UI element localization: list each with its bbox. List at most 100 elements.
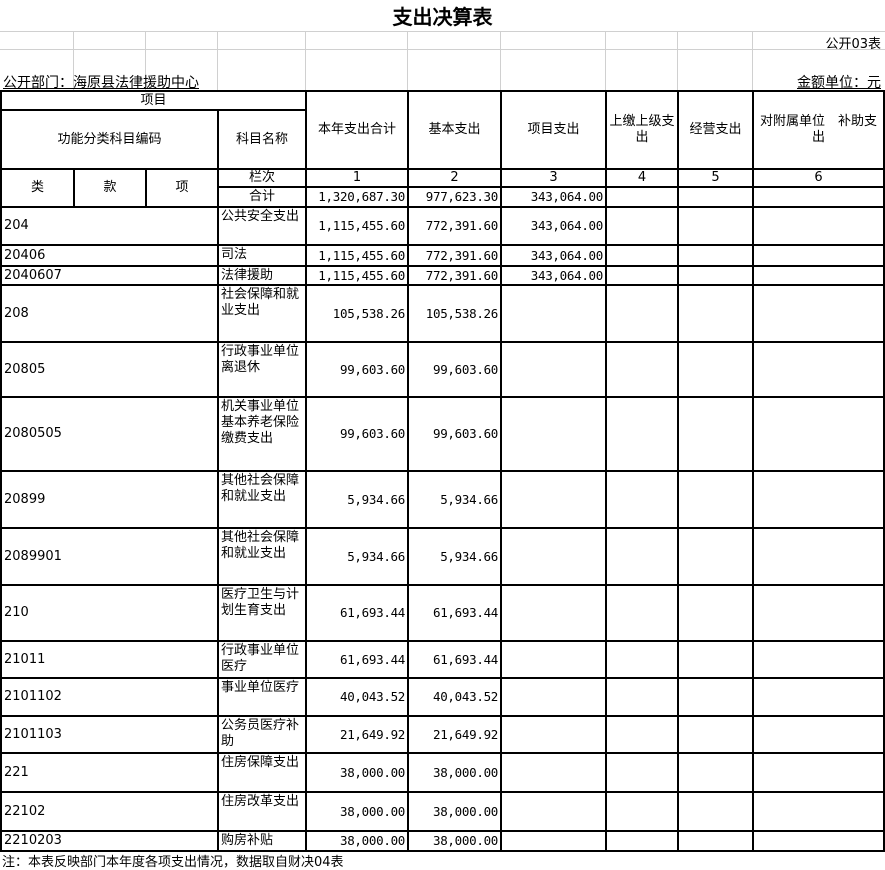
name-cell: 法律援助: [216, 265, 308, 286]
basic-cell: 99,603.60: [407, 341, 503, 398]
name-cell: 机关事业单位基本养老保险缴费支出: [216, 396, 308, 472]
business-cell: [677, 284, 755, 343]
name-cell: 事业单位医疗: [216, 677, 308, 717]
subsidy-cell: [752, 791, 885, 832]
code-cell: 2040607: [0, 265, 219, 286]
business-cell: [677, 640, 755, 679]
subsidy-cell: [752, 677, 885, 717]
table-row: 2080505 机关事业单位基本养老保险缴费支出 99,603.60 99,603.6…: [0, 396, 885, 472]
header-kuan: 款: [73, 168, 147, 208]
subsidy-cell: [752, 527, 885, 586]
name-cell: 公共安全支出: [216, 206, 308, 246]
sheet-gridlines: [0, 31, 885, 90]
business-cell: [677, 265, 755, 286]
total-cell: 105,538.26: [305, 284, 410, 343]
table-row: 22102 住房改革支出 38,000.00 38,000.00: [0, 791, 885, 832]
table-number: 公开03表: [825, 37, 881, 52]
total-cell: 38,000.00: [305, 791, 410, 832]
project-cell: [500, 791, 608, 832]
header-basic: 基本支出: [407, 90, 503, 170]
total-cell: 61,693.44: [305, 640, 410, 679]
code-cell: 2080505: [0, 396, 219, 472]
upper-cell: [605, 527, 680, 586]
table-row: 20406 司法 1,115,455.60 772,391.60 343,064.00: [0, 244, 885, 267]
upper-cell: [605, 584, 680, 642]
project-cell: [500, 752, 608, 793]
code-cell: 208: [0, 284, 219, 343]
project-cell: [500, 470, 608, 529]
code-cell: 22102: [0, 791, 219, 832]
project-cell: 343,064.00: [500, 244, 608, 267]
name-cell: 其他社会保障和就业支出: [216, 470, 308, 529]
subsidy-cell: [752, 244, 885, 267]
upper-cell: [605, 791, 680, 832]
upper-cell: [605, 715, 680, 754]
total-cell: 38,000.00: [305, 830, 410, 852]
table-row: 204 公共安全支出 1,115,455.60 772,391.60 343,064.0…: [0, 206, 885, 246]
table-row: 208 社会保障和就业支出 105,538.26 105,538.26: [0, 284, 885, 343]
upper-cell: [605, 265, 680, 286]
basic-cell: 38,000.00: [407, 791, 503, 832]
total-cell: 99,603.60: [305, 396, 410, 472]
business-cell: [677, 584, 755, 642]
code-cell: 2101103: [0, 715, 219, 754]
name-cell: 公务员医疗补助: [216, 715, 308, 754]
project-cell: 343,064.00: [500, 265, 608, 286]
project-cell: [500, 284, 608, 343]
header-col-no: 栏次: [216, 168, 308, 188]
upper-cell: [605, 341, 680, 398]
total-cell: 1,115,455.60: [305, 244, 410, 267]
basic-cell: 38,000.00: [407, 752, 503, 793]
subsidy-cell: [752, 284, 885, 343]
basic-value: 977,623.30: [407, 186, 503, 208]
table-row: 2089901 其他社会保障和就业支出 5,934.66 5,934.66: [0, 527, 885, 586]
project-cell: [500, 830, 608, 852]
footnote: 注：本表反映部门本年度各项支出情况，数据取自财决04表: [2, 855, 344, 870]
name-cell: 医疗卫生与计划生育支出: [216, 584, 308, 642]
page-title: 支出决算表: [0, 0, 885, 32]
upper-cell: [605, 284, 680, 343]
basic-cell: 40,043.52: [407, 677, 503, 717]
upper-cell: [605, 396, 680, 472]
subsidy-cell: [752, 206, 885, 246]
basic-cell: 61,693.44: [407, 584, 503, 642]
table-row: 2101102 事业单位医疗 40,043.52 40,043.52: [0, 677, 885, 717]
subsidy-cell: [752, 396, 885, 472]
table-row: 221 住房保障支出 38,000.00 38,000.00: [0, 752, 885, 793]
header-lei: 类: [0, 168, 75, 208]
code-cell: 204: [0, 206, 219, 246]
total-cell: 40,043.52: [305, 677, 410, 717]
project-cell: [500, 341, 608, 398]
project-cell: [500, 584, 608, 642]
upper-cell: [605, 752, 680, 793]
business-cell: [677, 341, 755, 398]
subsidy-value: [752, 186, 885, 208]
table-row: 2210203 购房补贴 38,000.00 38,000.00: [0, 830, 885, 852]
basic-cell: 61,693.44: [407, 640, 503, 679]
name-cell: 行政事业单位医疗: [216, 640, 308, 679]
col-number: 6: [752, 168, 885, 188]
total-cell: 21,649.92: [305, 715, 410, 754]
basic-cell: 99,603.60: [407, 396, 503, 472]
header-code: 功能分类科目编码: [0, 109, 219, 170]
name-cell: 司法: [216, 244, 308, 267]
upper-value: [605, 186, 680, 208]
table-row: 2101103 公务员医疗补助 21,649.92 21,649.92: [0, 715, 885, 754]
subsidy-cell: [752, 640, 885, 679]
code-cell: 21011: [0, 640, 219, 679]
project-cell: [500, 715, 608, 754]
business-cell: [677, 677, 755, 717]
total-row: 合计 1,320,687.30 977,623.30 343,064.00: [1, 186, 885, 208]
project-cell: [500, 677, 608, 717]
name-cell: 行政事业单位离退休: [216, 341, 308, 398]
basic-cell: 38,000.00: [407, 830, 503, 852]
basic-cell: 21,649.92: [407, 715, 503, 754]
basic-cell: 5,934.66: [407, 470, 503, 529]
header-item: 项目: [0, 90, 308, 111]
name-cell: 住房改革支出: [216, 791, 308, 832]
code-cell: 20805: [0, 341, 219, 398]
header-xiang: 项: [145, 168, 219, 208]
project-cell: [500, 640, 608, 679]
total-value: 1,320,687.30: [305, 186, 410, 208]
upper-cell: [605, 206, 680, 246]
